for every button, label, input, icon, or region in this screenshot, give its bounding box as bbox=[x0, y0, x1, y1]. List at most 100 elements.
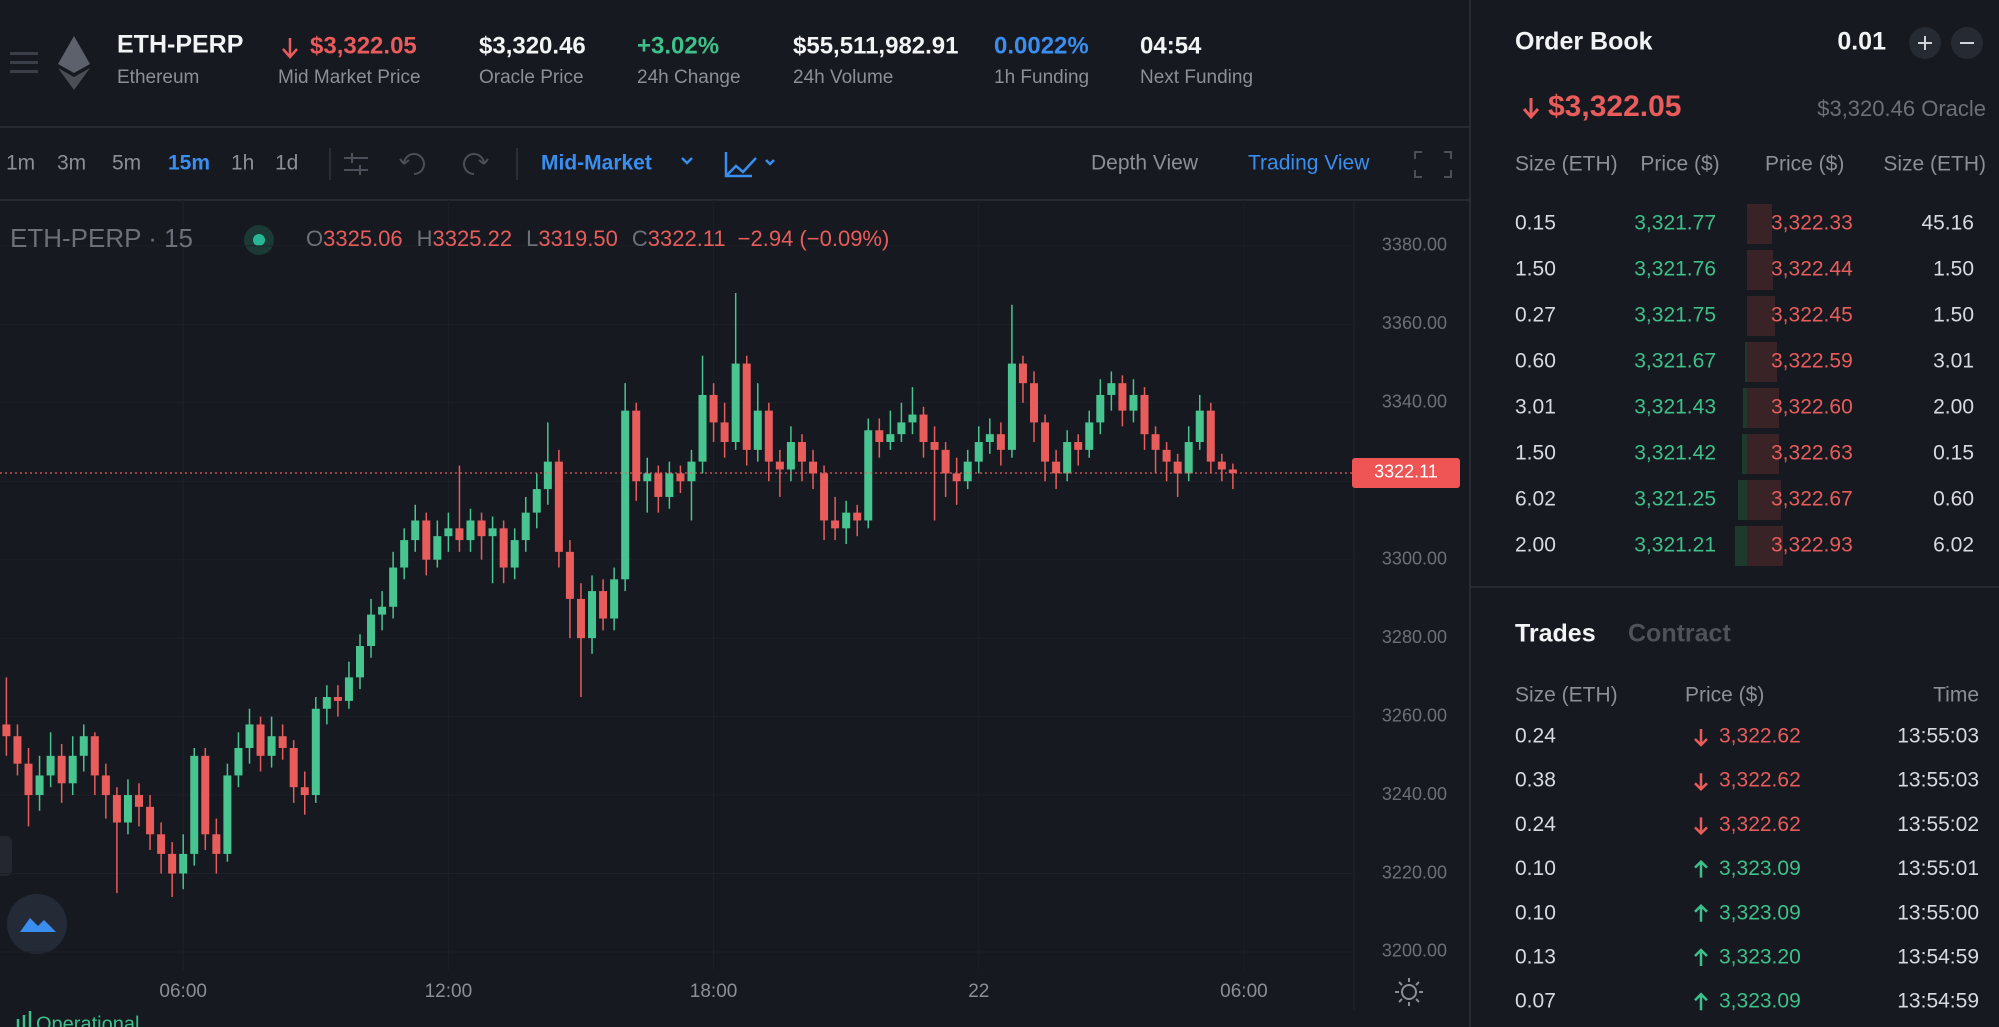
candle-body bbox=[1041, 422, 1050, 462]
settings-icon[interactable] bbox=[344, 153, 368, 175]
trade-time: 13:55:00 bbox=[1897, 901, 1979, 924]
stat-label: 1h Funding bbox=[994, 67, 1089, 88]
ohlc-value: 3319.50 bbox=[538, 226, 618, 251]
candle-body bbox=[599, 591, 608, 619]
x-tick-label: 06:00 bbox=[159, 981, 207, 1002]
candle-body bbox=[1107, 383, 1116, 395]
candle-body bbox=[930, 442, 939, 450]
up-arrow-icon bbox=[1694, 992, 1708, 1011]
chevron[interactable] bbox=[681, 157, 693, 165]
ask-price: 3,322.63 bbox=[1771, 442, 1853, 465]
candle-body bbox=[389, 567, 398, 607]
candle-body bbox=[742, 363, 751, 450]
candle-body bbox=[1162, 449, 1171, 462]
candle-body bbox=[764, 410, 773, 462]
interval-button[interactable]: 5m bbox=[112, 152, 141, 175]
ohlc-value: 3322.11 bbox=[648, 226, 726, 251]
bid-price: 3,321.42 bbox=[1634, 442, 1716, 465]
candle-body bbox=[245, 724, 254, 748]
bid-price: 3,321.43 bbox=[1634, 396, 1716, 419]
column-header: Price ($) bbox=[1685, 684, 1764, 707]
menu-icon[interactable] bbox=[10, 52, 38, 73]
candle-body bbox=[146, 806, 155, 835]
trade-time: 13:55:03 bbox=[1897, 769, 1979, 792]
bid-size: 0.60 bbox=[1515, 350, 1556, 373]
ask-price: 3,322.45 bbox=[1771, 304, 1853, 327]
ask-price: 3,322.33 bbox=[1771, 212, 1853, 235]
side-tab[interactable] bbox=[0, 836, 12, 876]
view-tab[interactable]: Depth View bbox=[1091, 152, 1199, 175]
y-tick-label: 3380.00 bbox=[1382, 235, 1447, 255]
chart-title: ETH-PERP · 15 bbox=[10, 223, 193, 253]
candle-body bbox=[588, 591, 597, 639]
trade-size: 0.10 bbox=[1515, 901, 1556, 924]
bid-price: 3,321.76 bbox=[1634, 258, 1716, 281]
bid-size: 1.50 bbox=[1515, 442, 1556, 465]
candle-body bbox=[201, 755, 210, 835]
candle-body bbox=[1228, 469, 1237, 473]
x-tick-label: 18:00 bbox=[690, 981, 738, 1002]
symbol: ETH-PERP bbox=[117, 31, 243, 59]
candle-body bbox=[35, 775, 44, 796]
bid-size: 6.02 bbox=[1515, 488, 1556, 511]
stat-value: $3,322.05 bbox=[310, 32, 417, 59]
y-tick-label: 3280.00 bbox=[1382, 627, 1447, 647]
candle-body bbox=[952, 473, 961, 482]
up-arrow-icon bbox=[1694, 859, 1708, 878]
undo-icon[interactable] bbox=[399, 153, 425, 175]
interval-button[interactable]: 1h bbox=[231, 152, 254, 175]
candle-body bbox=[610, 579, 619, 619]
stat-value: +3.02% bbox=[637, 32, 719, 59]
candle-body bbox=[267, 736, 276, 756]
ask-price: 3,322.93 bbox=[1771, 534, 1853, 557]
candle-body bbox=[499, 528, 508, 568]
tab[interactable]: Contract bbox=[1628, 620, 1731, 648]
trade-time: 13:55:03 bbox=[1897, 725, 1979, 748]
y-tick-label: 3220.00 bbox=[1382, 862, 1447, 882]
candle-body bbox=[1018, 363, 1027, 384]
bid-size: 0.27 bbox=[1515, 304, 1556, 327]
interval-button[interactable]: 15m bbox=[168, 152, 210, 175]
y-tick-label: 3240.00 bbox=[1382, 784, 1447, 804]
brand-badge[interactable] bbox=[7, 894, 67, 954]
mid-price: $3,322.05 bbox=[1548, 90, 1681, 123]
trade-size: 0.24 bbox=[1515, 813, 1556, 836]
candle-body bbox=[786, 442, 795, 470]
candle-body bbox=[698, 394, 707, 462]
candle-body bbox=[985, 434, 994, 443]
interval-button[interactable]: 3m bbox=[57, 152, 86, 175]
chart-type-icon[interactable] bbox=[724, 152, 775, 178]
stat-label: 24h Volume bbox=[793, 67, 893, 88]
y-tick-label: 3260.00 bbox=[1382, 705, 1447, 725]
stat-value: $3,320.46 bbox=[479, 32, 586, 59]
trade-price: 3,323.20 bbox=[1719, 946, 1801, 969]
candle-body bbox=[632, 410, 641, 482]
candle-body bbox=[135, 795, 144, 807]
view-tab[interactable]: Trading View bbox=[1248, 152, 1370, 175]
candle-body bbox=[709, 394, 718, 423]
ask-size: 1.50 bbox=[1933, 258, 1974, 281]
plus-icon bbox=[1918, 36, 1932, 50]
stat-value: 0.0022% bbox=[994, 32, 1089, 59]
column-header: Size (ETH) bbox=[1883, 153, 1986, 176]
redo-icon[interactable] bbox=[463, 153, 489, 175]
trade-size: 0.38 bbox=[1515, 769, 1556, 792]
down-arrow-icon bbox=[1694, 773, 1708, 791]
tab[interactable]: Trades bbox=[1515, 620, 1596, 648]
theme-icon[interactable] bbox=[1395, 978, 1423, 1006]
ask-size: 0.15 bbox=[1933, 442, 1974, 465]
candle-body bbox=[654, 473, 663, 497]
candle-body bbox=[411, 520, 420, 541]
interval-button[interactable]: 1d bbox=[275, 152, 298, 175]
candle-body bbox=[1184, 442, 1193, 474]
interval-button[interactable]: 1m bbox=[6, 152, 35, 175]
price-source-select[interactable]: Mid-Market bbox=[541, 152, 652, 175]
candle-body bbox=[278, 736, 287, 748]
ask-size: 3.01 bbox=[1933, 350, 1974, 373]
tick-size[interactable]: 0.01 bbox=[1837, 28, 1886, 56]
candle-body bbox=[378, 606, 387, 615]
candle-body bbox=[996, 434, 1005, 450]
fullscreen-icon[interactable] bbox=[1414, 151, 1452, 178]
down-arrow-icon bbox=[1694, 729, 1708, 747]
ask-price: 3,322.67 bbox=[1771, 488, 1853, 511]
